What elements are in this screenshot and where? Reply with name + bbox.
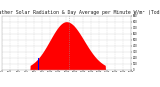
Title: Milwaukee Weather Solar Radiation & Day Average per Minute W/m² (Today): Milwaukee Weather Solar Radiation & Day … (0, 10, 160, 15)
